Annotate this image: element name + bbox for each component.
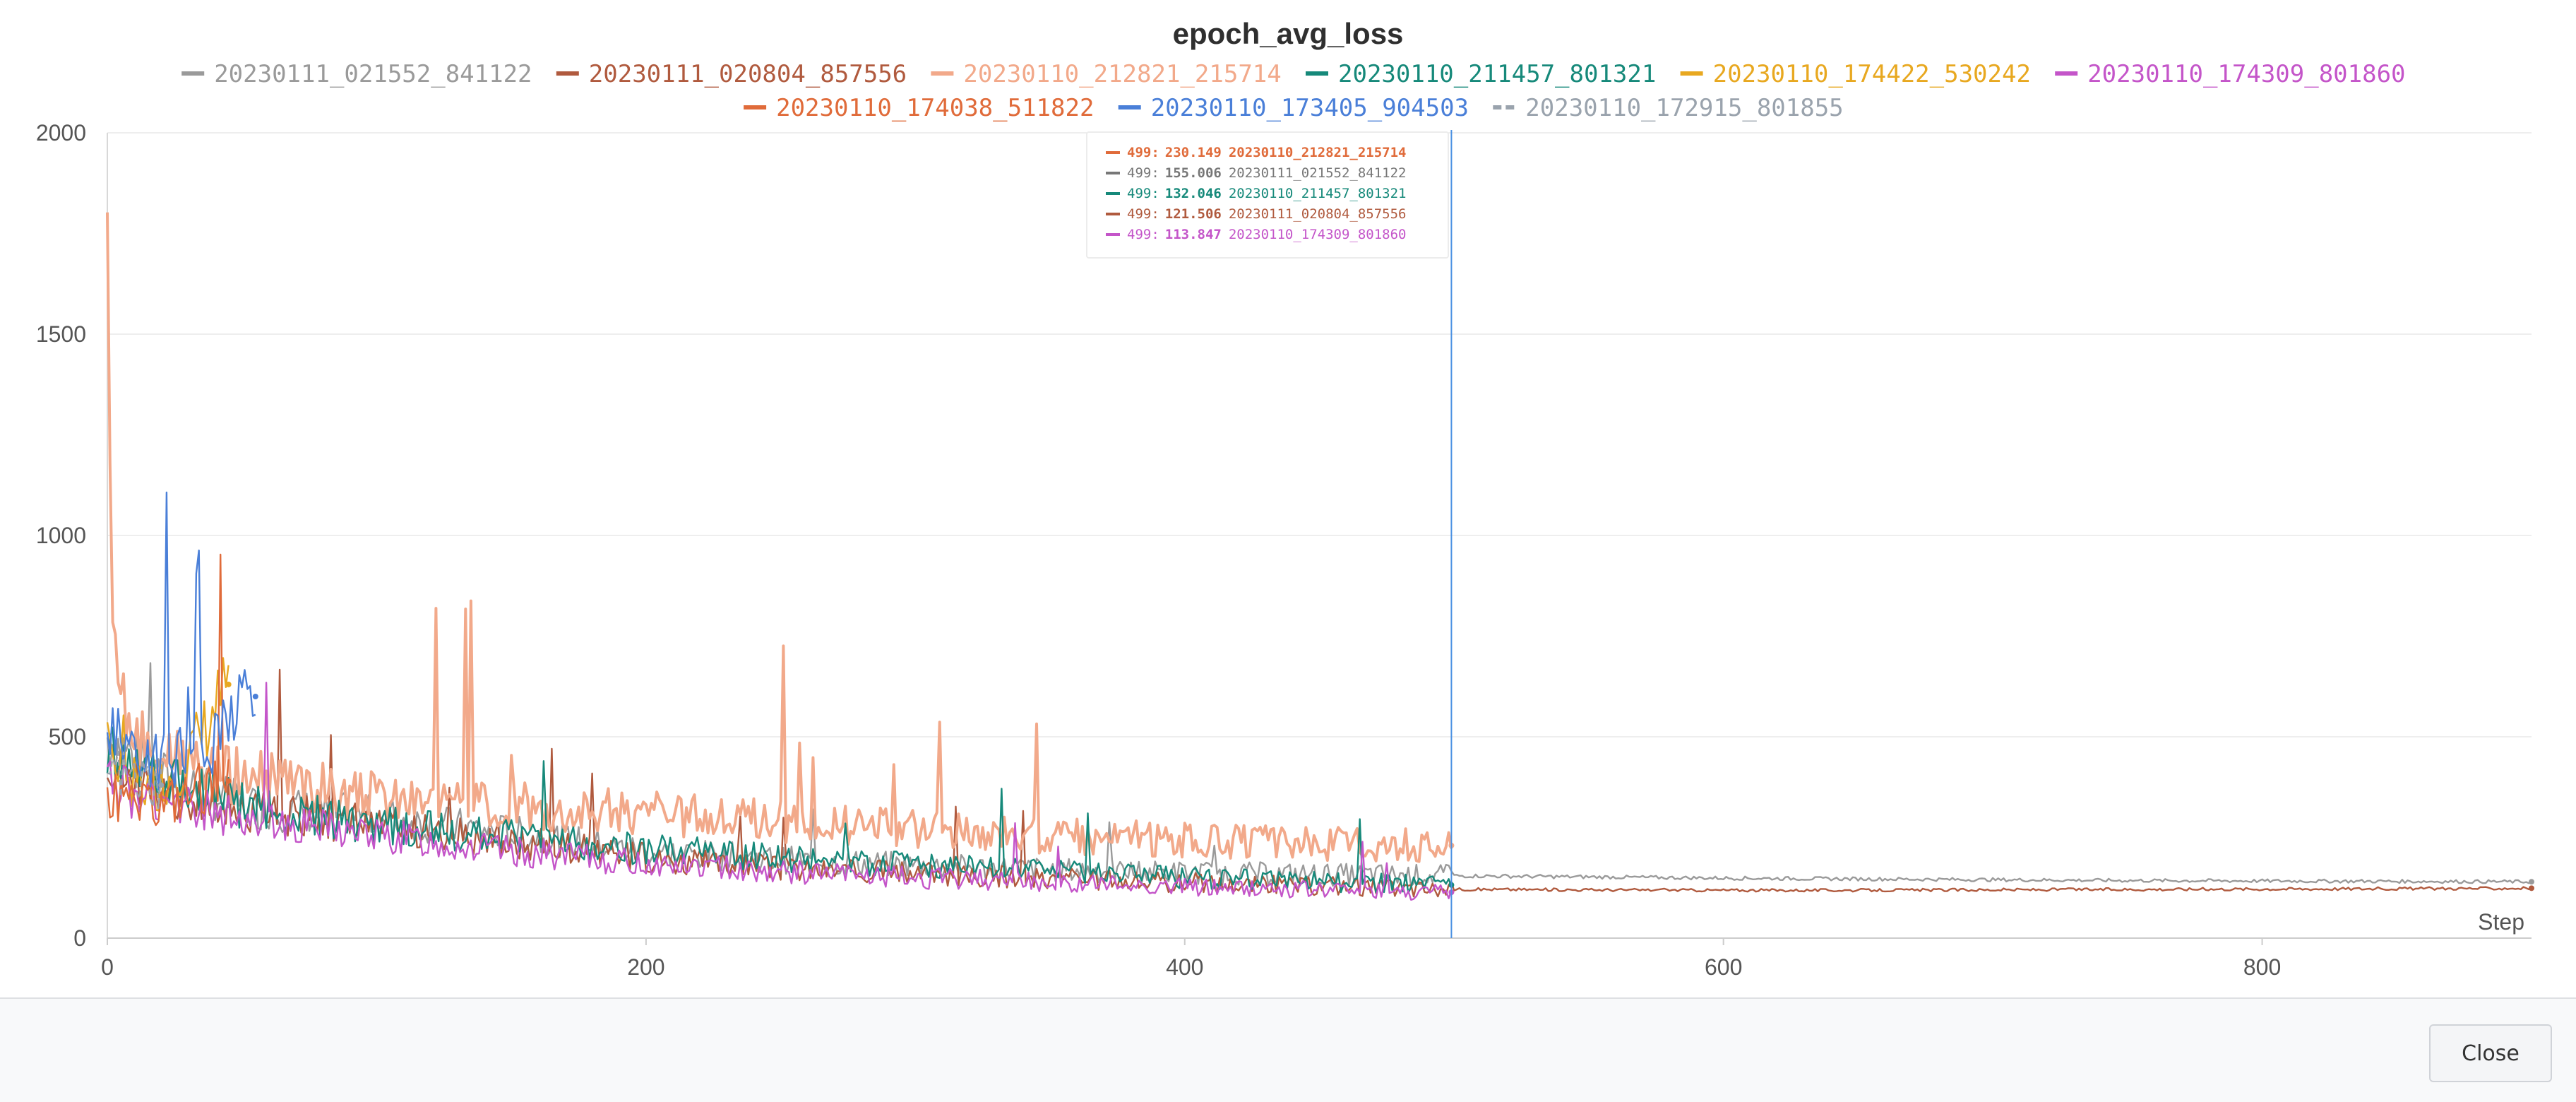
dialog-footer: Close [0, 997, 2576, 1102]
series-lines [106, 212, 2534, 901]
legend-entry[interactable]: 20230111_021552_841122 [214, 60, 532, 88]
x-axis-ticks: 0 200 400 600 800 [101, 938, 2281, 980]
tooltip-row: 499: 230.149 20230110_212821_215714 [1106, 143, 1407, 162]
chart-title: epoch_avg_loss [1173, 17, 1404, 50]
x-tick-label: 600 [1705, 954, 1742, 980]
line-chart: epoch_avg_loss 20230111_021552_841122 202… [36, 17, 2534, 980]
legend-entry[interactable]: 20230110_174422_530242 [1713, 60, 2031, 88]
series-line [106, 553, 229, 826]
series-end-marker [2529, 885, 2534, 891]
tooltip-step: 499: [1127, 186, 1159, 201]
tooltip-step: 499: [1127, 206, 1159, 222]
tooltip-step: 499: [1127, 145, 1159, 160]
y-tick-label: 0 [73, 925, 86, 951]
x-tick-label: 0 [101, 954, 114, 980]
tooltip-row: 499: 113.847 20230110_174309_801860 [1106, 225, 1407, 244]
series-line [106, 212, 1453, 863]
legend-entry[interactable]: 20230110_212821_215714 [963, 60, 1281, 88]
series-end-marker [158, 782, 165, 788]
legend-entry[interactable]: 20230111_020804_857556 [589, 60, 907, 88]
hover-tooltip: 499: 230.149 20230110_212821_215714 499: 155… [1086, 131, 1449, 259]
tooltip-value: 230.149 [1164, 145, 1222, 160]
tooltip-row: 499: 132.046 20230110_211457_801321 [1106, 184, 1407, 203]
tooltip-swatch [1106, 192, 1120, 195]
legend-entry[interactable]: 20230110_174309_801860 [2087, 60, 2405, 88]
tooltip-swatch [1106, 233, 1120, 236]
tooltip-value: 132.046 [1164, 186, 1222, 201]
y-tick-label: 500 [49, 724, 86, 750]
legend-entry[interactable]: 20230110_211457_801321 [1338, 60, 1656, 88]
x-tick-label: 800 [2243, 954, 2281, 980]
legend: 20230111_021552_841122 20230111_020804_85… [181, 60, 2406, 122]
series-end-marker [225, 681, 232, 687]
legend-entry[interactable]: 20230110_174038_511822 [776, 94, 1094, 122]
x-axis-label: Step [2478, 909, 2524, 935]
x-tick-label: 400 [1166, 954, 1203, 980]
tooltip-value: 113.847 [1164, 227, 1222, 242]
x-tick-label: 200 [627, 954, 664, 980]
legend-entry[interactable]: 20230110_173405_904503 [1151, 94, 1469, 122]
tooltip-swatch [1106, 213, 1120, 215]
tooltip-row: 499: 121.506 20230111_020804_857556 [1106, 204, 1407, 224]
tooltip-run-name: 20230111_020804_857556 [1228, 206, 1407, 222]
series-line [106, 491, 256, 791]
tooltip-run-name: 20230110_211457_801321 [1228, 186, 1407, 201]
series-line [107, 750, 162, 810]
tooltip-run-name: 20230110_212821_215714 [1228, 145, 1407, 160]
tooltip-run-name: 20230110_174309_801860 [1228, 227, 1407, 242]
y-tick-label: 1000 [36, 523, 86, 548]
series-end-marker [225, 778, 232, 784]
tooltip-swatch [1106, 151, 1120, 154]
tooltip-value: 121.506 [1164, 206, 1222, 222]
y-tick-label: 2000 [36, 120, 86, 146]
close-button[interactable]: Close [2429, 1024, 2552, 1082]
series-end-marker [252, 694, 258, 699]
y-tick-label: 1500 [36, 321, 86, 347]
series-line [106, 682, 1453, 901]
tooltip-step: 499: [1127, 227, 1159, 242]
tooltip-swatch [1106, 172, 1120, 174]
tooltip-run-name: 20230111_021552_841122 [1228, 165, 1407, 181]
legend-entry[interactable]: 20230110_172915_801855 [1525, 94, 1843, 122]
tooltip-row: 499: 155.006 20230111_021552_841122 [1106, 163, 1407, 183]
series-end-marker [2529, 879, 2534, 885]
y-axis-ticks: 0 500 1000 1500 2000 [36, 120, 86, 951]
tooltip-step: 499: [1127, 165, 1159, 181]
series-line [106, 726, 1453, 894]
tooltip-value: 155.006 [1164, 165, 1222, 181]
